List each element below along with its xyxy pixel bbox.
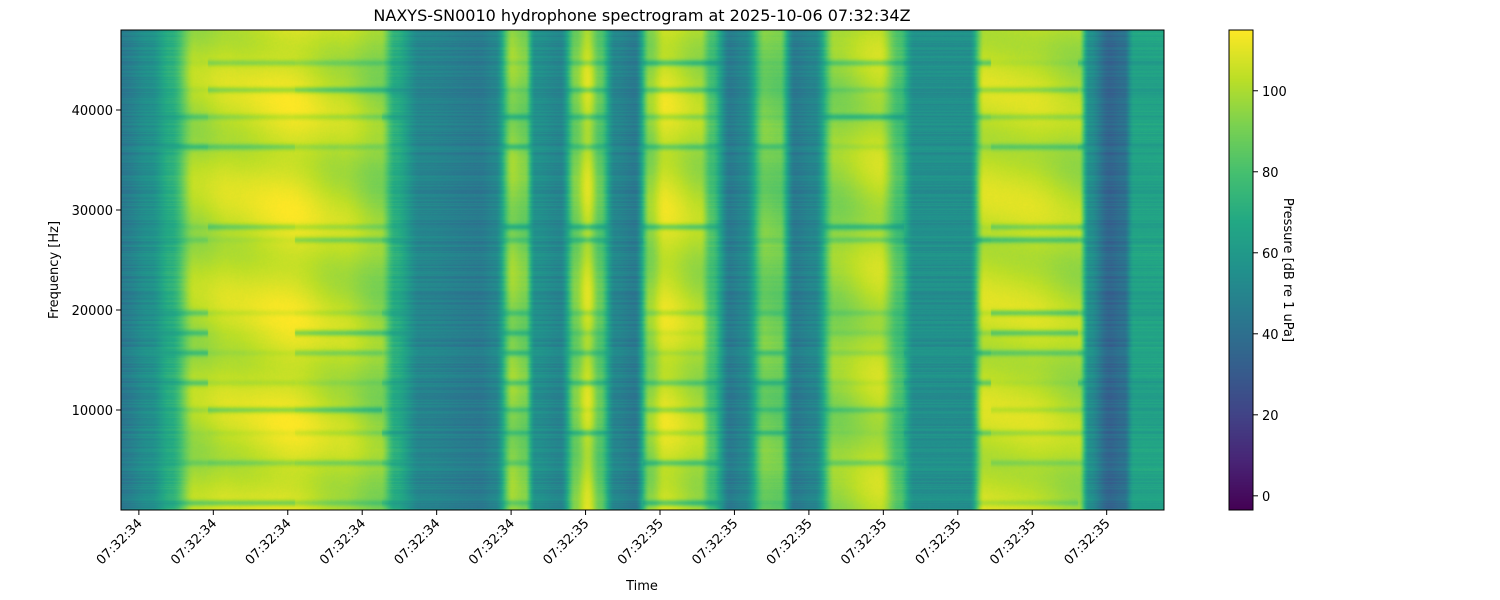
x-tick-label: 07:32:35	[913, 516, 965, 568]
x-tick-label: 07:32:34	[466, 516, 518, 568]
colorbar-gradient	[1229, 30, 1253, 510]
spectrogram-heatmap	[121, 30, 1164, 510]
x-tick-label: 07:32:34	[168, 516, 220, 568]
colorbar-tick-label: 80	[1262, 166, 1279, 181]
chart-title: NAXYS-SN0010 hydrophone spectrogram at 2…	[373, 6, 910, 25]
y-axis-ticks: 10000 20000 30000 40000	[72, 104, 121, 419]
x-tick-label: 07:32:34	[243, 516, 295, 568]
plot-frame	[120, 29, 1165, 511]
colorbar-tick-label: 20	[1262, 409, 1279, 424]
y-axis-label: Frequency [Hz]	[47, 221, 62, 319]
x-axis-ticks: 07:32:34 07:32:34 07:32:34 07:32:34 07:32:34…	[94, 510, 1114, 568]
colorbar-label: Pressure [dB re 1 uPa]	[1280, 198, 1295, 342]
y-tick-label: 30000	[72, 204, 113, 219]
x-tick-label: 07:32:35	[838, 516, 890, 568]
x-tick-label: 07:32:35	[615, 516, 667, 568]
x-tick-label: 07:32:35	[764, 516, 816, 568]
y-tick-label: 40000	[72, 104, 113, 119]
x-tick-label: 07:32:35	[689, 516, 741, 568]
y-tick-label: 20000	[72, 304, 113, 319]
x-tick-label: 07:32:35	[1062, 516, 1114, 568]
x-tick-label: 07:32:34	[94, 516, 146, 568]
colorbar-tick-label: 40	[1262, 328, 1279, 343]
x-tick-label: 07:32:35	[987, 516, 1039, 568]
colorbar-ticks: 0 20 40 60 80 100	[1253, 85, 1287, 505]
x-tick-label: 07:32:34	[317, 516, 369, 568]
x-tick-label: 07:32:34	[392, 516, 444, 568]
colorbar-frame	[1228, 29, 1254, 511]
colorbar-tick-label: 100	[1262, 85, 1287, 100]
x-tick-label: 07:32:35	[540, 516, 592, 568]
y-tick-label: 10000	[72, 404, 113, 419]
colorbar-tick-label: 0	[1262, 490, 1270, 505]
colorbar-tick-label: 60	[1262, 247, 1279, 262]
x-axis-label: Time	[625, 579, 658, 594]
